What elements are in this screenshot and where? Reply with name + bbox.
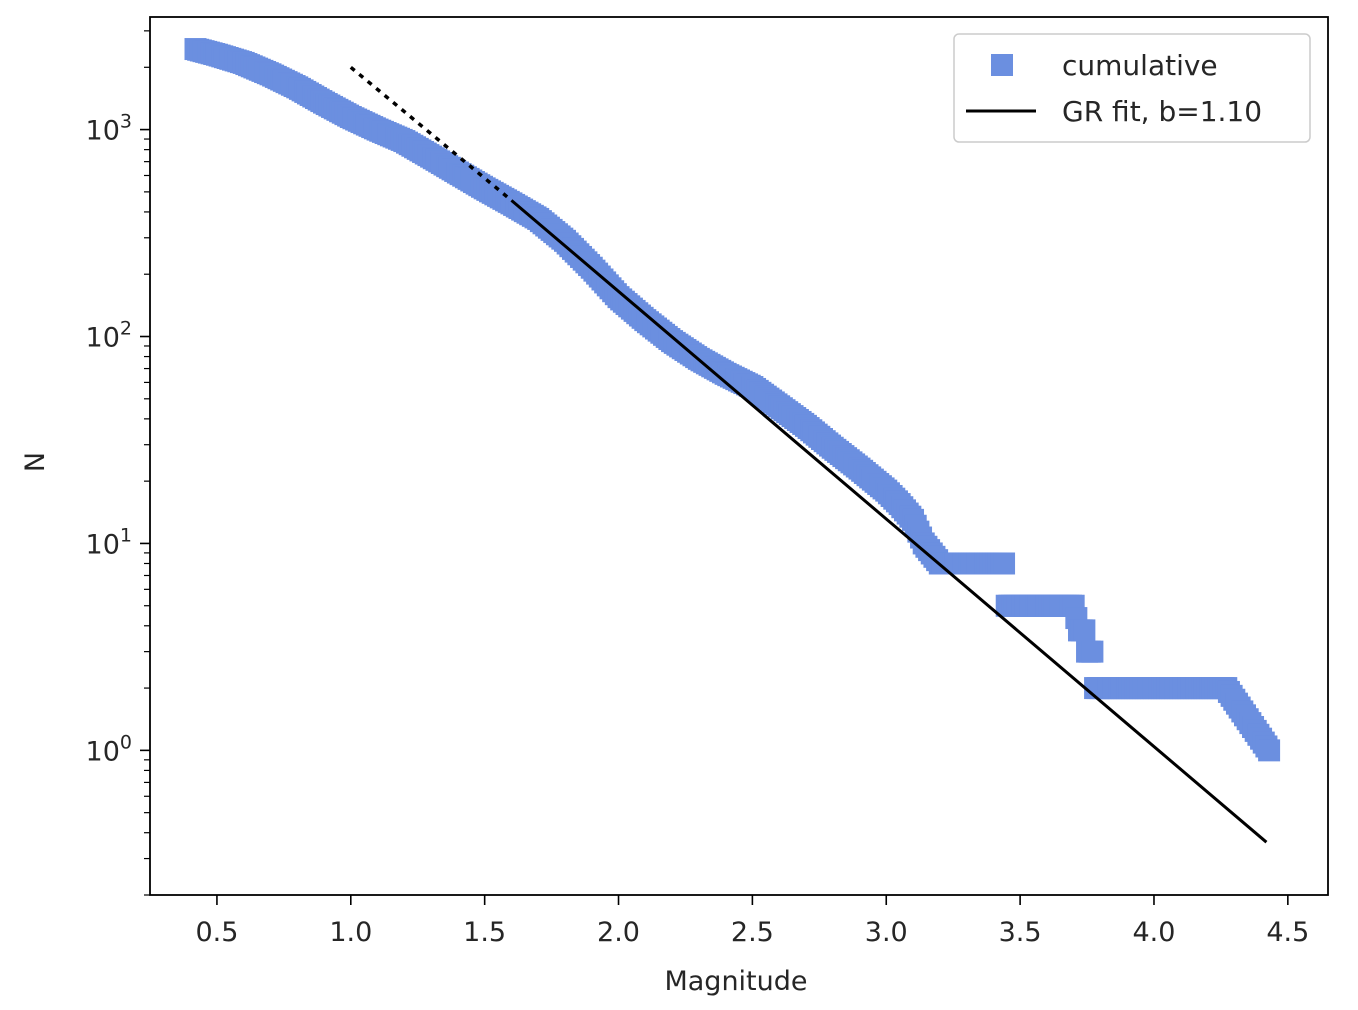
x-tick-label: 0.5 xyxy=(195,917,238,948)
cumulative-marker xyxy=(1081,640,1104,663)
x-tick-label: 2.0 xyxy=(597,917,640,948)
y-tick-label-base: 10 xyxy=(86,529,120,560)
plot-frame xyxy=(149,16,1329,896)
x-tick-label: 3.0 xyxy=(865,917,908,948)
legend-marker-cumulative xyxy=(991,54,1013,76)
y-tick-label-exponent: 3 xyxy=(120,111,132,133)
legend-label-cumulative: cumulative xyxy=(1062,49,1218,82)
x-tick-label: 1.5 xyxy=(463,917,506,948)
y-tick-label-exponent: 0 xyxy=(120,731,132,753)
data-layer xyxy=(184,38,1281,844)
x-axis-title: Magnitude xyxy=(664,966,807,997)
y-tick-label: 102 xyxy=(86,318,132,354)
gr-fit-extrapolation-line xyxy=(349,65,513,202)
y-tick-label-exponent: 1 xyxy=(120,524,132,546)
y-tick-label-exponent: 2 xyxy=(120,318,132,340)
y-tick-label-base: 10 xyxy=(86,116,120,147)
legend-box xyxy=(953,33,1311,143)
y-tick-label: 100 xyxy=(86,731,132,767)
y-axis-title: N xyxy=(20,452,51,472)
y-tick-label: 101 xyxy=(86,524,132,560)
legend: cumulative GR fit, b=1.10 xyxy=(953,33,1311,143)
y-tick-label: 103 xyxy=(86,111,132,147)
x-tick-label: 3.5 xyxy=(999,917,1042,948)
plot-area xyxy=(150,17,1328,895)
cumulative-marker xyxy=(993,552,1016,575)
y-tick-label-base: 10 xyxy=(86,736,120,767)
x-tick-label: 1.0 xyxy=(329,917,372,948)
y-tick-label-base: 10 xyxy=(86,323,120,354)
gr-fit-line xyxy=(510,199,1268,844)
cumulative-marker xyxy=(1258,739,1281,762)
legend-label-gr-fit: GR fit, b=1.10 xyxy=(1062,95,1262,128)
x-tick-label: 4.0 xyxy=(1133,917,1176,948)
x-tick-label: 4.5 xyxy=(1266,917,1309,948)
x-tick-label: 2.5 xyxy=(731,917,774,948)
cumulative-marker xyxy=(1073,619,1096,642)
